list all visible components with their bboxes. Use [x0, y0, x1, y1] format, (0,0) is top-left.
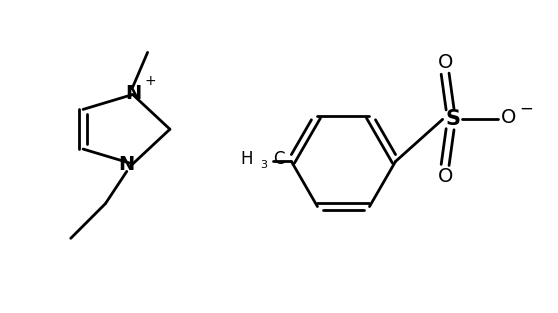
Text: N: N: [126, 84, 142, 103]
Text: −: −: [519, 100, 533, 117]
Text: C: C: [273, 150, 285, 168]
Text: O: O: [437, 167, 453, 186]
Text: O: O: [437, 53, 453, 72]
Text: 3: 3: [261, 161, 268, 170]
Text: H: H: [240, 150, 253, 168]
Text: +: +: [145, 74, 156, 88]
Text: N: N: [119, 156, 135, 174]
Text: S: S: [445, 109, 460, 129]
Text: O: O: [501, 108, 516, 127]
